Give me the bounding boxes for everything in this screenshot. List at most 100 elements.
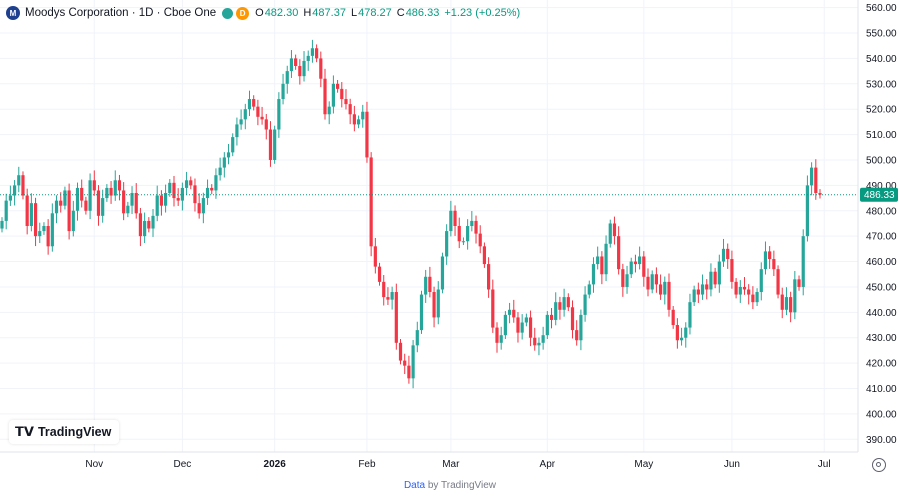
candle-body bbox=[466, 226, 470, 242]
candle-body bbox=[365, 111, 369, 158]
tradingview-logo-text: TradingView bbox=[37, 425, 112, 439]
low-label: L bbox=[350, 7, 358, 19]
candle-body bbox=[805, 185, 810, 237]
candle-body bbox=[361, 111, 365, 120]
candle-body bbox=[491, 289, 495, 328]
candle-body bbox=[801, 236, 805, 287]
candle-body bbox=[71, 210, 75, 232]
candle-body bbox=[793, 279, 797, 313]
candle-body bbox=[382, 281, 386, 298]
candle-body bbox=[667, 281, 671, 310]
candle-body bbox=[658, 284, 663, 295]
candle-body bbox=[776, 269, 780, 295]
candle-body bbox=[696, 289, 700, 295]
x-tick-label: Dec bbox=[173, 459, 191, 470]
delayed-data-badge: D bbox=[236, 6, 250, 20]
candle-body bbox=[726, 248, 730, 260]
candle-body bbox=[436, 289, 440, 318]
candle-body bbox=[147, 220, 151, 229]
y-tick-label: 450.00 bbox=[866, 282, 897, 293]
candle-body bbox=[797, 279, 801, 287]
candle-body bbox=[327, 106, 331, 115]
x-tick-label: Jul bbox=[818, 459, 831, 470]
candle-body bbox=[12, 185, 17, 196]
last-price-label: 486.33 bbox=[864, 190, 895, 201]
candle-body bbox=[42, 226, 46, 232]
candle-body bbox=[159, 195, 164, 206]
candle-body bbox=[499, 335, 503, 343]
candle-body bbox=[214, 175, 218, 191]
candle-body bbox=[457, 226, 461, 242]
price-axis[interactable]: 560.00 550.00 540.00 530.00 520.00 510.00 500.… bbox=[866, 3, 897, 446]
candle-body bbox=[222, 157, 226, 168]
candle-body bbox=[335, 83, 340, 89]
candle-body bbox=[138, 213, 143, 237]
candle-body bbox=[25, 195, 29, 226]
candle-body bbox=[453, 210, 457, 226]
candle-body bbox=[369, 157, 373, 247]
candle-body bbox=[264, 119, 268, 130]
high-value: 487.37 bbox=[312, 7, 346, 19]
candle-body bbox=[738, 286, 742, 295]
candle-body bbox=[155, 195, 159, 216]
candle-body bbox=[134, 192, 138, 214]
candle-body bbox=[747, 289, 751, 295]
candle-body bbox=[625, 274, 629, 287]
candle-body bbox=[474, 220, 478, 234]
candle-body bbox=[101, 198, 105, 216]
candle-body bbox=[33, 203, 38, 237]
open-label: O bbox=[255, 7, 264, 19]
candle-body bbox=[302, 60, 306, 77]
candle-body bbox=[189, 180, 193, 186]
y-tick-label: 460.00 bbox=[866, 257, 897, 268]
candle-body bbox=[193, 185, 197, 204]
candle-body bbox=[168, 182, 172, 193]
candle-body bbox=[0, 220, 4, 229]
candle-body bbox=[780, 294, 784, 310]
candle-body bbox=[88, 180, 92, 211]
candle-body bbox=[432, 292, 436, 318]
y-tick-label: 470.00 bbox=[866, 232, 897, 243]
candle-body bbox=[507, 309, 512, 315]
candle-body bbox=[810, 167, 814, 186]
candle-body bbox=[50, 213, 54, 247]
candle-body bbox=[591, 264, 596, 285]
candle-body bbox=[642, 256, 646, 277]
data-attribution: Data by TradingView bbox=[0, 480, 900, 491]
candle-body bbox=[109, 187, 113, 196]
attribution-text: by TradingView bbox=[427, 480, 497, 491]
candle-body bbox=[503, 314, 507, 336]
candle-body bbox=[633, 261, 638, 265]
candle-body bbox=[583, 294, 587, 315]
candle-body bbox=[608, 223, 612, 244]
candle-body bbox=[344, 99, 348, 105]
candle-body bbox=[646, 276, 650, 290]
high-label: H bbox=[303, 7, 312, 19]
candle-body bbox=[772, 259, 776, 270]
tradingview-logo[interactable]: 𝗧𝗩 TradingView bbox=[9, 420, 120, 444]
candle-body bbox=[390, 292, 394, 300]
candle-body bbox=[487, 264, 491, 290]
candle-body bbox=[742, 286, 747, 290]
candle-body bbox=[570, 307, 575, 331]
candle-body bbox=[520, 322, 524, 333]
symbol-legend[interactable]: M Moodys Corporation · 1D · Cboe One D O… bbox=[6, 5, 525, 21]
candle-body bbox=[63, 190, 67, 206]
candle-body bbox=[21, 175, 25, 196]
candle-body bbox=[323, 78, 327, 115]
candle-body bbox=[566, 297, 570, 308]
candle-body bbox=[352, 114, 356, 125]
time-axis[interactable]: Nov Dec 2026 Feb Mar Apr May Jun Jul bbox=[85, 459, 830, 470]
symbol-title[interactable]: Moodys Corporation · 1D · Cboe One bbox=[25, 7, 217, 19]
candle-body bbox=[600, 256, 604, 275]
candle-body bbox=[394, 292, 398, 343]
tradingview-mark-icon: 𝗧𝗩 bbox=[15, 424, 34, 439]
settings-gear-icon[interactable] bbox=[872, 458, 886, 472]
candle-body bbox=[671, 309, 675, 326]
y-tick-label: 550.00 bbox=[866, 29, 897, 40]
data-link[interactable]: Data bbox=[403, 480, 426, 491]
candle-body bbox=[84, 200, 88, 211]
candle-body bbox=[440, 256, 445, 290]
candle-body bbox=[768, 251, 772, 260]
